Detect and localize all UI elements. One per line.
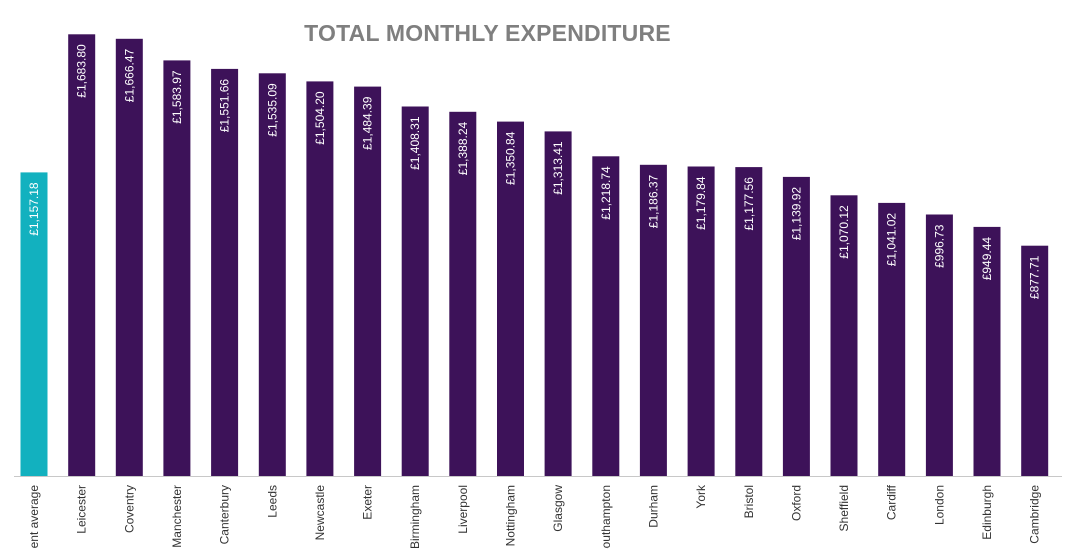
category-label: Southampton xyxy=(599,485,613,549)
category-label: Canterbury xyxy=(218,485,232,544)
category-label: Durham xyxy=(646,485,660,528)
bar-value-label: £1,666.47 xyxy=(122,48,136,102)
bar-3 xyxy=(163,60,191,477)
bar-value-label: £1,177.56 xyxy=(742,177,756,231)
category-label: Oxford xyxy=(789,485,803,521)
bar-value-label: £1,179.84 xyxy=(694,176,708,230)
bar-value-label: £1,388.24 xyxy=(456,121,470,175)
category-label: Coventry xyxy=(122,485,136,533)
bar-value-label: £877.71 xyxy=(1028,255,1042,299)
bar-value-label: £1,408.31 xyxy=(408,116,422,170)
category-label: Exeter xyxy=(361,485,375,520)
category-label: Nottingham xyxy=(504,485,518,546)
bar-6 xyxy=(306,81,334,477)
bar-4 xyxy=(211,68,239,477)
category-label: Edinburgh xyxy=(980,485,994,540)
bar-value-label: £949.44 xyxy=(980,237,994,281)
category-label: Sheffield xyxy=(837,485,851,531)
category-label: Bristol xyxy=(742,485,756,518)
bar-value-label: £1,041.02 xyxy=(885,213,899,267)
category-label: Leeds xyxy=(265,485,279,518)
bar-9 xyxy=(449,111,477,477)
bar-13 xyxy=(639,164,667,477)
category-label: Student average xyxy=(27,485,41,549)
bar-16 xyxy=(782,176,810,476)
category-label: Newcastle xyxy=(313,485,327,541)
bar-value-label: £1,313.41 xyxy=(551,141,565,195)
category-label: Leicester xyxy=(75,485,89,534)
bar-7 xyxy=(354,86,382,476)
bar-2 xyxy=(115,38,143,477)
bar-10 xyxy=(497,121,524,476)
bar-value-label: £1,683.80 xyxy=(75,44,89,98)
chart-title: TOTAL MONTHLY EXPENDITURE xyxy=(304,20,671,46)
bar-21 xyxy=(1021,245,1049,476)
bar-18 xyxy=(878,202,906,476)
bar-8 xyxy=(401,106,429,476)
category-label: Cambridge xyxy=(1028,485,1042,544)
bar-value-label: £1,139.92 xyxy=(789,187,803,241)
bar-value-label: £1,551.66 xyxy=(218,79,232,133)
category-label: Cardiff xyxy=(885,484,899,520)
category-label: Manchester xyxy=(170,485,184,548)
bar-14 xyxy=(687,166,715,476)
bar-value-label: £1,350.84 xyxy=(504,131,518,185)
bar-20 xyxy=(973,226,1001,476)
bar-value-label: £1,218.74 xyxy=(599,166,613,220)
bar-0 xyxy=(20,172,48,476)
bar-value-label: £1,070.12 xyxy=(837,205,851,259)
bar-12 xyxy=(592,156,620,477)
bar-value-label: £1,484.39 xyxy=(361,96,375,150)
bar-value-label: £1,186.37 xyxy=(646,174,660,228)
bar-value-label: £1,504.20 xyxy=(313,91,327,145)
category-label: Liverpool xyxy=(456,485,470,534)
bar-value-label: £996.73 xyxy=(932,224,946,268)
bar-value-label: £1,583.97 xyxy=(170,70,184,124)
bar-19 xyxy=(925,214,953,476)
bar-17 xyxy=(830,195,858,477)
category-label: Birmingham xyxy=(408,485,422,549)
bar-value-label: £1,157.18 xyxy=(27,182,41,236)
category-label: Glasgow xyxy=(551,485,565,532)
bar-value-label: £1,535.09 xyxy=(265,83,279,137)
bar-15 xyxy=(735,167,763,476)
bar-11 xyxy=(544,131,572,476)
bar-1 xyxy=(68,34,96,477)
bar-5 xyxy=(258,73,286,477)
category-label: London xyxy=(932,485,946,525)
category-label: York xyxy=(694,484,708,509)
